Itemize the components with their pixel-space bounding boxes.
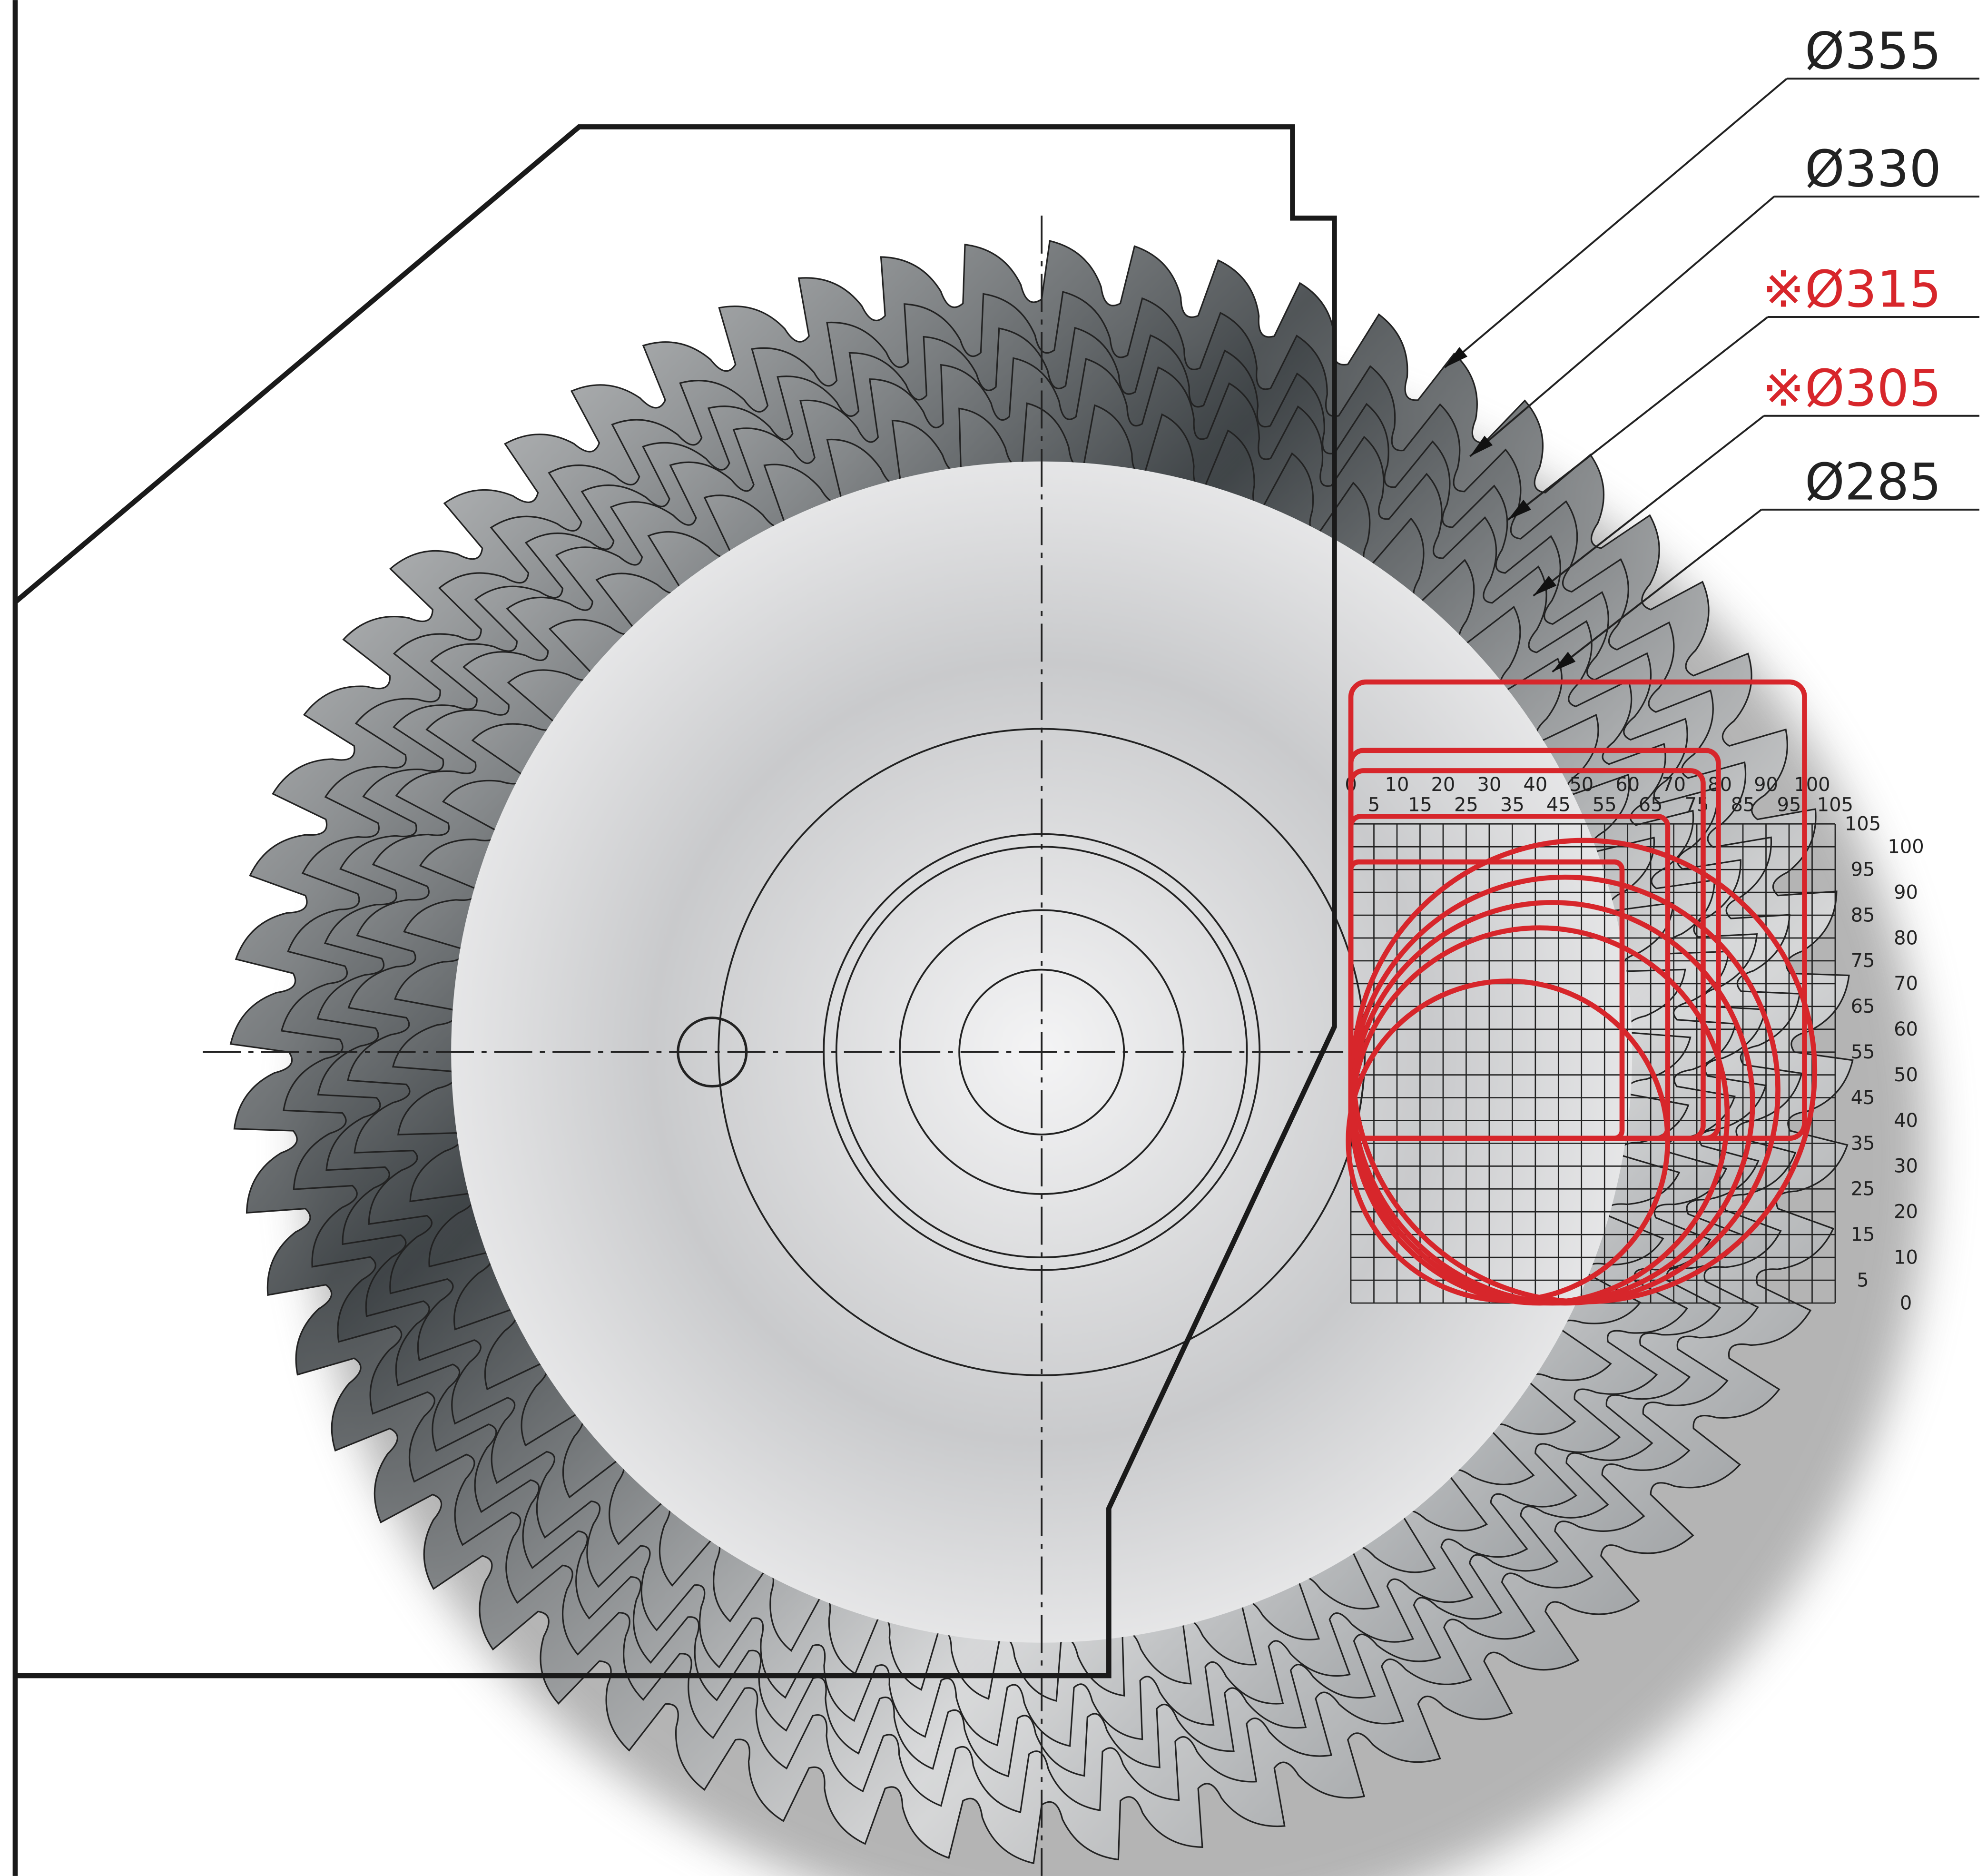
leader-line [1552,509,1762,673]
grid-y-label: 80 [1894,927,1918,949]
diameter-labels: Ø355 Ø330 ※Ø315 ※Ø305 Ø285 [1444,22,1980,673]
machine-outline [12,0,1337,1876]
grid-y-label: 0 [1900,1292,1912,1314]
grid-x-label: 50 [1569,774,1594,796]
leader-arrow [1470,435,1493,456]
grid-x-label: 5 [1368,794,1380,816]
grid-x-label: 40 [1523,774,1547,796]
grid-y-label: 60 [1894,1018,1918,1040]
grid-y-label: 95 [1851,859,1875,880]
grid-x-label: 30 [1477,774,1501,796]
grid-y-label: 45 [1851,1087,1875,1109]
grid-y-label: 70 [1894,973,1918,995]
grid-x-label: 20 [1431,774,1456,796]
diameter-label: ※Ø305 [1762,359,1941,418]
leader-arrow [1445,347,1468,368]
diameter-label: ※Ø315 [1762,260,1941,319]
grid-y-label: 25 [1851,1178,1875,1200]
grid-y-label: 105 [1845,813,1881,835]
leader-arrow [1533,575,1557,596]
grid-y-label: 85 [1851,904,1875,926]
grid-x-label: 60 [1615,774,1640,796]
grid-x-label: 45 [1546,794,1571,816]
grid-y-label: 75 [1851,950,1875,972]
grid-x-label: 95 [1777,794,1801,816]
grid-x-label: 10 [1385,774,1409,796]
diameter-label: Ø355 [1805,22,1941,81]
grid-y-label: 90 [1894,881,1918,903]
grid-x-label: 55 [1593,794,1617,816]
grid-x-label: 15 [1408,794,1432,816]
capacity-outlines [1346,679,1818,1306]
grid-y-label: 30 [1894,1155,1918,1177]
grid-x-label: 105 [1817,794,1853,816]
grid-y-label: 100 [1888,836,1924,858]
grid-x-label: 35 [1500,794,1525,816]
leader-arrow [1508,500,1532,520]
grid-y-label: 10 [1894,1246,1918,1268]
grid-y-label: 50 [1894,1064,1918,1086]
grid-x-label: 25 [1454,794,1478,816]
leader-line [1469,196,1775,457]
leader-line [1507,316,1769,521]
grid-y-label: 40 [1894,1110,1918,1132]
leader-arrow [1552,652,1576,672]
grid-x-label: 90 [1754,774,1778,796]
grid-x-label: 85 [1731,794,1755,816]
grid-y-label: 65 [1851,996,1875,1017]
grid-x-label: 70 [1662,774,1686,796]
grid-y-label: 55 [1851,1041,1875,1063]
diameter-label: Ø285 [1805,453,1941,512]
diameter-label: Ø330 [1805,140,1941,199]
capacity-circle [1346,978,1671,1303]
grid-y-label: 5 [1857,1269,1869,1291]
leader-line [1444,78,1788,369]
leader-line [1533,415,1765,597]
grid-y-label: 20 [1894,1201,1918,1223]
grid-x-label: 100 [1794,774,1830,796]
grid-x-label: 65 [1639,794,1663,816]
grid-y-label: 15 [1851,1224,1875,1246]
grid-y-label: 35 [1851,1133,1875,1155]
